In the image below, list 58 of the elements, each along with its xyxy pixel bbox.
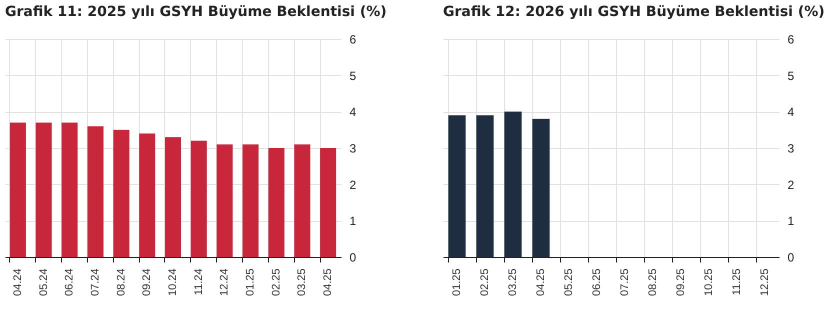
bar <box>139 133 156 257</box>
x-tick-label: 09.25 <box>675 268 687 296</box>
bar <box>164 137 182 257</box>
x-tick-label: 02.25 <box>270 268 282 296</box>
y-tick-label: 4 <box>350 105 356 120</box>
x-tick-label: 12.25 <box>759 268 771 296</box>
bar <box>190 140 207 257</box>
bar <box>268 148 284 257</box>
x-tick-label: 04.25 <box>535 268 547 296</box>
y-tick-label: 0 <box>788 250 794 264</box>
bar <box>320 148 336 257</box>
x-tick-label: 08.24 <box>115 268 128 296</box>
y-tick-label: 1 <box>788 214 794 228</box>
chart-title: Grafik 12: 2026 yılı GSYH Büyüme Beklentisi (%) <box>443 4 825 20</box>
x-tick-label: 03.25 <box>507 268 519 296</box>
bar <box>294 144 310 257</box>
x-tick-label: 01.25 <box>451 268 463 296</box>
x-tick-label: 10.24 <box>167 268 179 296</box>
bar <box>476 115 494 257</box>
y-tick-label: 2 <box>350 178 356 192</box>
bar <box>532 118 550 257</box>
y-tick-label: 3 <box>788 142 794 156</box>
y-tick-label: 2 <box>788 178 794 192</box>
x-tick-label: 06.24 <box>64 268 76 296</box>
bar <box>448 115 466 257</box>
x-tick-label: 07.24 <box>89 268 102 296</box>
x-tick-label: 10.25 <box>703 268 715 296</box>
x-tick-label: 12.24 <box>218 268 231 296</box>
y-tick-label: 1 <box>350 214 356 228</box>
bar <box>113 130 130 257</box>
x-tick-label: 02.25 <box>479 268 491 296</box>
bar <box>242 144 259 257</box>
x-tick-label: 06.25 <box>591 268 603 296</box>
x-tick-label: 07.25 <box>619 268 631 296</box>
x-tick-label: 04.25 <box>322 268 334 296</box>
y-tick-label: 6 <box>350 32 356 46</box>
bar <box>504 112 522 257</box>
x-tick-label: 11.25 <box>731 268 743 296</box>
x-tick-label: 08.25 <box>647 268 659 296</box>
y-tick-label: 6 <box>788 32 794 46</box>
x-tick-label: 01.25 <box>244 268 257 296</box>
y-tick-label: 4 <box>788 105 794 120</box>
x-tick-label: 05.25 <box>563 268 575 296</box>
bar <box>36 122 52 257</box>
x-tick-label: 05.24 <box>38 268 50 296</box>
chart-title: Grafik 11: 2025 yılı GSYH Büyüme Beklentisi (%) <box>5 4 387 20</box>
bar <box>10 122 26 257</box>
y-tick-label: 5 <box>788 68 794 83</box>
x-tick-label: 04.24 <box>12 268 24 296</box>
y-tick-label: 0 <box>350 250 356 264</box>
x-tick-label: 11.24 <box>192 268 205 296</box>
x-tick-label: 03.25 <box>296 268 308 296</box>
bar <box>216 144 233 257</box>
bar <box>87 126 104 257</box>
bar <box>62 122 78 257</box>
y-tick-label: 3 <box>350 142 356 156</box>
x-tick-label: 09.24 <box>141 268 154 296</box>
y-tick-label: 5 <box>350 68 356 83</box>
